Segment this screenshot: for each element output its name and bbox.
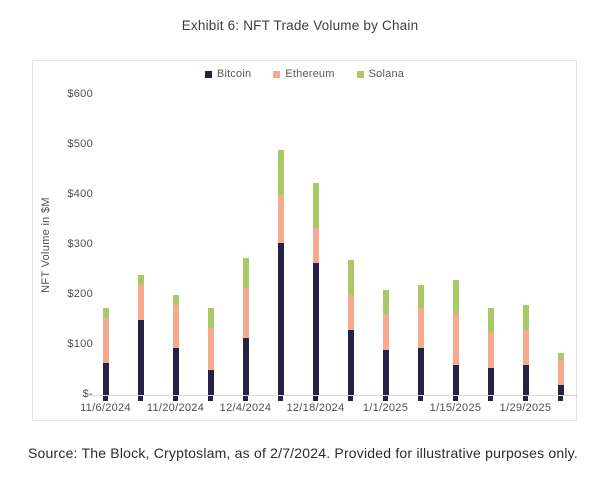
bar-segment-ethereum [102, 317, 109, 363]
bar-segment-solana [417, 285, 424, 308]
bar-segment-solana [557, 352, 564, 360]
bar-segment-bitcoin [102, 362, 109, 395]
x-tick-label: 12/4/2024 [219, 402, 272, 414]
stacked-bar-1/15/2025 [452, 95, 459, 401]
bar-segment-solana [137, 275, 144, 285]
legend-label: Bitcoin [216, 68, 252, 80]
bar-segment-bitcoin [382, 350, 389, 395]
stacked-bar-12/11/2024 [277, 95, 284, 401]
bar-segment-ethereum [452, 312, 459, 365]
bar-segment-bitcoin [277, 242, 284, 395]
x-axis-tick [453, 396, 458, 401]
y-tick-label: $500 [67, 138, 93, 150]
bar-segment-bitcoin [207, 370, 214, 395]
bar-segment-ethereum [347, 295, 354, 330]
stacked-bar-2/5/2025 [557, 95, 564, 401]
plot-area: 11/6/2024 11/20/2024 12/4/2024 12/18/2024 1/… [80, 95, 578, 414]
bar-segment-bitcoin [137, 320, 144, 395]
bar-segment-ethereum [382, 315, 389, 350]
bar-segment-solana [277, 150, 284, 195]
x-tick-label: 12/18/2024 [286, 402, 345, 414]
bar-segment-solana [487, 307, 494, 333]
x-tick-label: 1/15/2025 [429, 402, 482, 414]
stacked-bar-11/20/2024 [172, 95, 179, 401]
bar-segment-bitcoin [557, 385, 564, 395]
legend-swatch-bitcoin [204, 70, 212, 78]
x-tick-label: 11/6/2024 [80, 402, 131, 414]
bar-segment-solana [382, 290, 389, 315]
bar-segment-ethereum [557, 360, 564, 385]
stacked-bar-1/8/2025 [417, 95, 424, 401]
bar-segment-solana [312, 182, 319, 228]
y-tick-label: $100 [67, 338, 93, 350]
bar-segment-bitcoin [452, 365, 459, 395]
bar-segment-ethereum [172, 305, 179, 348]
bar-segment-bitcoin [172, 347, 179, 395]
x-axis-tick [488, 396, 493, 401]
bar-segment-bitcoin [242, 337, 249, 395]
bar-segment-solana [452, 280, 459, 313]
bar-segment-bitcoin [347, 330, 354, 395]
y-tick-label: $200 [67, 288, 93, 300]
legend-label: Solana [368, 68, 405, 80]
bar-segment-solana [207, 307, 214, 328]
bar-segment-bitcoin [417, 347, 424, 395]
x-axis-tick [173, 396, 178, 401]
bar-segment-bitcoin [522, 365, 529, 395]
stacked-bar-1/29/2025 [522, 95, 529, 401]
legend-label: Ethereum [285, 68, 335, 80]
bar-segment-ethereum [242, 287, 249, 338]
x-axis-tick [383, 396, 388, 401]
x-axis-tick [348, 396, 353, 401]
stacked-bar-11/13/2024 [137, 95, 144, 401]
legend-item-ethereum: Ethereum [273, 68, 334, 80]
bar-segment-ethereum [522, 330, 529, 365]
x-axis-tick [558, 396, 563, 401]
x-axis-tick [313, 396, 318, 401]
x-axis-tick [278, 396, 283, 401]
bar-segment-ethereum [312, 227, 319, 263]
x-axis-tick [103, 396, 108, 401]
x-axis-tick [208, 396, 213, 401]
stacked-bar-1/1/2025 [382, 95, 389, 401]
source-note: Source: The Block, Cryptoslam, as of 2/7… [28, 445, 578, 461]
chart-panel: Bitcoin Ethereum Solana NFT Volume in $M $… [32, 60, 578, 421]
y-tick-label: $400 [67, 188, 93, 200]
stacked-bar-1/22/2025 [487, 95, 494, 401]
bar-segment-ethereum [207, 327, 214, 370]
y-tick-label: $- [82, 388, 93, 400]
chart-title: Exhibit 6: NFT Trade Volume by Chain [181, 18, 419, 33]
bar-segment-solana [242, 257, 249, 288]
x-tick-label: 1/1/2025 [362, 402, 409, 414]
stacked-bar-12/25/2024 [347, 95, 354, 401]
stacked-bar-12/18/2024 [312, 95, 319, 401]
y-tick-label: $600 [67, 88, 93, 100]
bar-segment-solana [522, 305, 529, 330]
x-tick-label: 1/29/2025 [499, 402, 552, 414]
x-axis-tick [523, 396, 528, 401]
chart-legend: Bitcoin Ethereum Solana [33, 68, 576, 80]
x-tick-label: 11/20/2024 [146, 402, 205, 414]
legend-item-bitcoin: Bitcoin [204, 68, 252, 80]
stacked-bar-12/4/2024 [242, 95, 249, 401]
legend-swatch-ethereum [273, 70, 281, 78]
x-axis-tick [138, 396, 143, 401]
legend-swatch-solana [356, 70, 364, 78]
bar-segment-ethereum [277, 195, 284, 243]
x-axis-tick [243, 396, 248, 401]
bar-segment-ethereum [487, 332, 494, 368]
bar-segment-ethereum [417, 307, 424, 348]
bar-segment-solana [102, 307, 109, 318]
bar-segment-solana [347, 260, 354, 295]
y-tick-label: $300 [67, 238, 93, 250]
stacked-bar-11/6/2024 [102, 95, 109, 401]
stacked-bar-11/27/2024 [207, 95, 214, 401]
legend-item-solana: Solana [356, 68, 405, 80]
bar-segment-ethereum [137, 285, 144, 320]
x-axis-tick [418, 396, 423, 401]
bar-segment-solana [172, 295, 179, 305]
bar-segment-bitcoin [312, 262, 319, 395]
bar-segment-bitcoin [487, 367, 494, 395]
